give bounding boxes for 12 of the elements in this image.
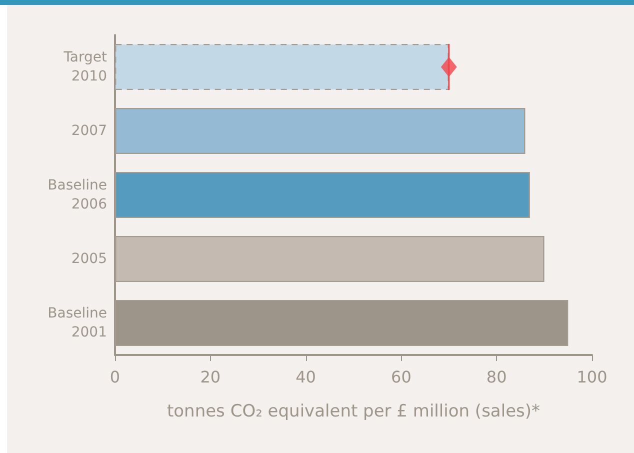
- y-tick-label: Target 2010: [62, 50, 108, 84]
- x-axis-title: tonnes CO₂ equivalent per £ million (sales)*: [166, 402, 540, 422]
- x-tick-label: 20: [200, 368, 221, 386]
- x-tick-label: 60: [391, 368, 412, 386]
- x-tick-label: 100: [576, 368, 608, 386]
- x-tick-label: 0: [110, 368, 120, 386]
- x-tick-label: 80: [486, 368, 507, 386]
- y-tick-label: 2007: [71, 123, 107, 139]
- y-tick-label: Baseline 2001: [48, 306, 107, 340]
- y-tick-label: 2005: [71, 251, 107, 267]
- y-tick-label: Baseline 2006: [48, 178, 108, 212]
- x-tick-label: 40: [296, 368, 316, 386]
